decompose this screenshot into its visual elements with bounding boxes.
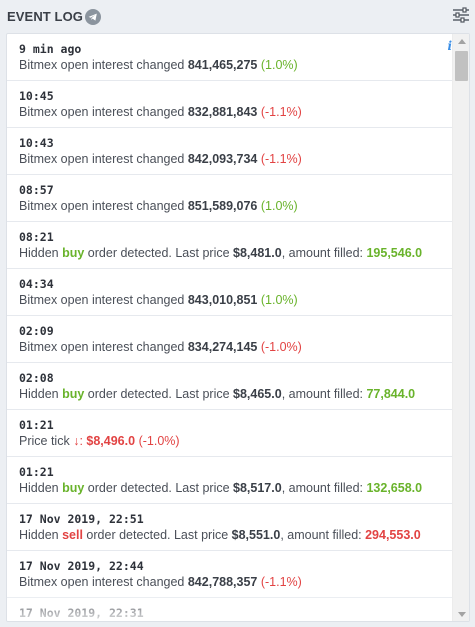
list-item: 17 Nov 2019, 22:51 Hidden sell order det… <box>7 504 452 551</box>
event-time: 02:08 <box>19 371 54 385</box>
event-time: 08:21 <box>19 230 54 244</box>
event-message: Hidden buy order detected. Last price $8… <box>19 481 423 495</box>
event-message: Bitmex open interest changed 834,274,145… <box>19 340 302 354</box>
list-item: 10:45 Bitmex open interest changed 832,8… <box>7 81 452 128</box>
event-message: Bitmex open interest changed 841,465,275… <box>19 58 298 72</box>
event-log-panel: 9 min ago Bitmex open interest changed 8… <box>6 33 470 622</box>
scrollbar[interactable] <box>452 34 469 621</box>
event-time: 01:21 <box>19 418 54 432</box>
event-message: Price tick ↓: $8,496.0 (-1.0%) <box>19 434 180 448</box>
event-message: Hidden buy order detected. Last price $8… <box>19 387 416 401</box>
sliders-settings-icon[interactable] <box>452 6 470 24</box>
telegram-icon[interactable] <box>85 9 101 25</box>
list-item: 02:09 Bitmex open interest changed 834,2… <box>7 316 452 363</box>
event-time: 17 Nov 2019, 22:44 <box>19 559 144 573</box>
event-time: 01:21 <box>19 465 54 479</box>
event-message: Hidden buy order detected. Last price $8… <box>19 246 423 260</box>
event-message: Hidden sell order detected. Last price $… <box>19 528 421 542</box>
event-time: 9 min ago <box>19 42 82 56</box>
event-time: 10:43 <box>19 136 54 150</box>
list-item: 01:21 Price tick ↓: $8,496.0 (-1.0%) <box>7 410 452 457</box>
info-icon[interactable]: i <box>447 39 452 53</box>
event-message: Bitmex open interest changed 842,788,357… <box>19 575 302 589</box>
scrollbar-thumb[interactable] <box>455 51 468 81</box>
list-item: 9 min ago Bitmex open interest changed 8… <box>7 34 452 81</box>
list-item: 04:34 Bitmex open interest changed 843,0… <box>7 269 452 316</box>
list-item: 08:57 Bitmex open interest changed 851,5… <box>7 175 452 222</box>
list-item: 17 Nov 2019, 22:31 <box>7 598 452 621</box>
list-item: 01:21 Hidden buy order detected. Last pr… <box>7 457 452 504</box>
event-time: 17 Nov 2019, 22:31 <box>19 606 144 620</box>
panel-title: EVENT LOG <box>7 9 84 24</box>
scroll-down-arrow-icon[interactable] <box>458 612 466 617</box>
scroll-up-arrow-icon[interactable] <box>458 39 466 44</box>
event-time: 17 Nov 2019, 22:51 <box>19 512 144 526</box>
event-message: Bitmex open interest changed 843,010,851… <box>19 293 298 307</box>
event-time: 04:34 <box>19 277 54 291</box>
event-message: Bitmex open interest changed 842,093,734… <box>19 152 302 166</box>
event-time: 08:57 <box>19 183 54 197</box>
event-list[interactable]: 9 min ago Bitmex open interest changed 8… <box>7 34 452 621</box>
list-item: 02:08 Hidden buy order detected. Last pr… <box>7 363 452 410</box>
event-time: 02:09 <box>19 324 54 338</box>
list-item: 10:43 Bitmex open interest changed 842,0… <box>7 128 452 175</box>
event-message: Bitmex open interest changed 851,589,076… <box>19 199 298 213</box>
event-log-header: EVENT LOG <box>0 0 475 33</box>
list-item: 08:21 Hidden buy order detected. Last pr… <box>7 222 452 269</box>
event-time: 10:45 <box>19 89 54 103</box>
event-message: Bitmex open interest changed 832,881,843… <box>19 105 302 119</box>
list-item: 17 Nov 2019, 22:44 Bitmex open interest … <box>7 551 452 598</box>
